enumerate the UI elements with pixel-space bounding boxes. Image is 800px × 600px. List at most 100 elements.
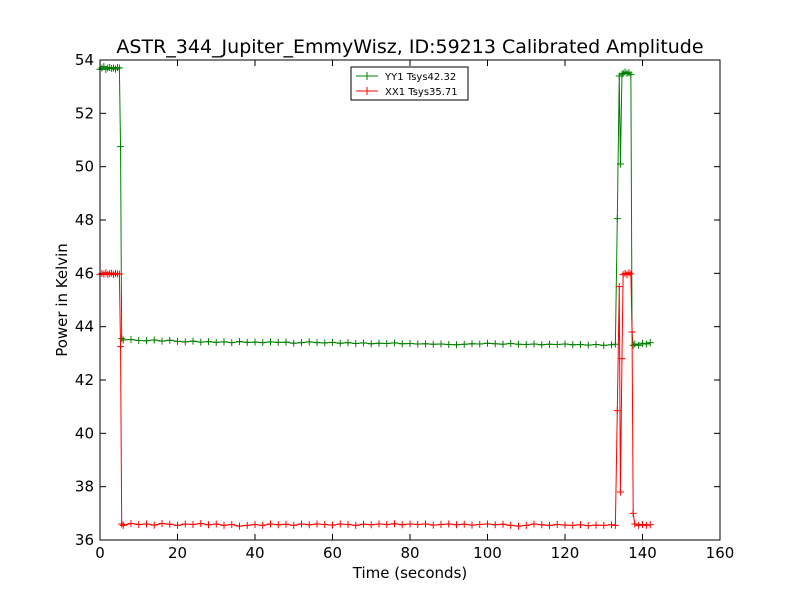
data-point — [344, 339, 352, 347]
data-point — [329, 521, 336, 529]
data-point — [243, 338, 251, 346]
data-point — [127, 335, 135, 343]
data-point — [174, 521, 181, 529]
y-tick-label: 40 — [75, 424, 94, 442]
data-point — [569, 521, 577, 529]
data-point — [290, 339, 298, 347]
x-tick-label: 0 — [95, 544, 105, 562]
data-point — [367, 521, 375, 529]
data-point — [584, 522, 592, 530]
data-point — [600, 341, 608, 349]
data-point — [429, 521, 437, 529]
legend-marker — [363, 72, 371, 80]
data-point — [639, 339, 646, 347]
data-point — [406, 520, 414, 528]
data-point — [205, 338, 212, 346]
legend-box — [350, 66, 469, 101]
data-point — [181, 520, 189, 528]
data-point — [460, 520, 468, 528]
data-point — [313, 520, 321, 528]
data-point — [600, 521, 608, 529]
data-point — [259, 521, 267, 529]
data-point — [642, 521, 650, 529]
data-point — [646, 339, 654, 347]
data-point — [352, 521, 360, 529]
data-point — [251, 338, 259, 346]
data-point — [98, 269, 106, 277]
y-tick-label: 46 — [75, 264, 94, 282]
data-point — [616, 160, 624, 168]
data-point — [546, 340, 553, 348]
data-point — [298, 339, 305, 347]
data-point — [228, 339, 236, 347]
y-tick-label: 44 — [75, 318, 94, 336]
data-point — [623, 69, 631, 77]
data-point — [445, 341, 453, 349]
data-point — [267, 520, 274, 528]
data-point — [143, 520, 150, 528]
data-point — [383, 521, 391, 529]
data-point — [484, 339, 491, 347]
data-point — [158, 337, 166, 345]
data-point — [621, 269, 629, 277]
data-point — [422, 520, 429, 528]
x-tick-label: 40 — [245, 544, 264, 562]
data-point — [282, 338, 290, 346]
data-point — [561, 340, 569, 348]
data-point — [613, 407, 621, 415]
data-point — [635, 341, 643, 349]
data-point — [290, 521, 298, 529]
data-point — [491, 521, 499, 529]
data-point — [150, 521, 158, 529]
data-point — [236, 522, 243, 530]
data-point — [569, 341, 577, 349]
data-point — [453, 521, 460, 529]
data-point — [127, 519, 135, 527]
data-point — [375, 339, 383, 347]
data-point — [118, 520, 126, 528]
data-point — [383, 339, 391, 347]
y-tick-label: 50 — [75, 158, 94, 176]
data-point — [414, 521, 422, 529]
data-point — [336, 520, 344, 528]
data-point — [522, 341, 530, 349]
data-point — [305, 521, 313, 529]
data-point — [166, 520, 174, 528]
data-point — [538, 341, 546, 349]
data-point — [197, 338, 205, 346]
data-point — [398, 521, 406, 529]
data-point — [546, 521, 553, 529]
y-tick-label: 54 — [75, 51, 94, 69]
data-point — [406, 339, 414, 347]
data-point — [476, 521, 484, 529]
axis-ticks: 0 20 40 60 80 100 120 140 160 36 38 40 42 44 46 48 50 52 5… — [75, 51, 734, 562]
data-point — [115, 270, 123, 278]
y-tick-label: 52 — [75, 104, 94, 122]
data-point — [298, 520, 305, 528]
data-point — [437, 521, 445, 529]
data-point — [592, 521, 600, 529]
legend-item: XX1 Tsys35.71 — [356, 87, 458, 98]
legend-item: YY1 Tsys42.32 — [356, 72, 456, 83]
series-line — [99, 65, 651, 347]
data-point — [515, 340, 522, 348]
data-point — [158, 519, 166, 527]
data-point — [391, 520, 398, 528]
data-point — [115, 64, 123, 72]
x-axis-label: Time (seconds) — [352, 564, 468, 582]
data-point — [112, 65, 119, 73]
plot-frame — [99, 59, 721, 541]
data-point — [205, 521, 212, 529]
data-point — [468, 340, 476, 348]
data-point — [608, 521, 615, 529]
data-point — [616, 488, 624, 496]
data-point — [468, 521, 476, 529]
x-tick-label: 60 — [323, 544, 342, 562]
x-tick-label: 120 — [551, 544, 580, 562]
data-point — [212, 520, 220, 528]
data-point — [305, 338, 313, 346]
data-point — [530, 520, 538, 528]
data-point — [108, 65, 116, 73]
data-point — [189, 337, 197, 345]
data-point — [329, 338, 336, 346]
